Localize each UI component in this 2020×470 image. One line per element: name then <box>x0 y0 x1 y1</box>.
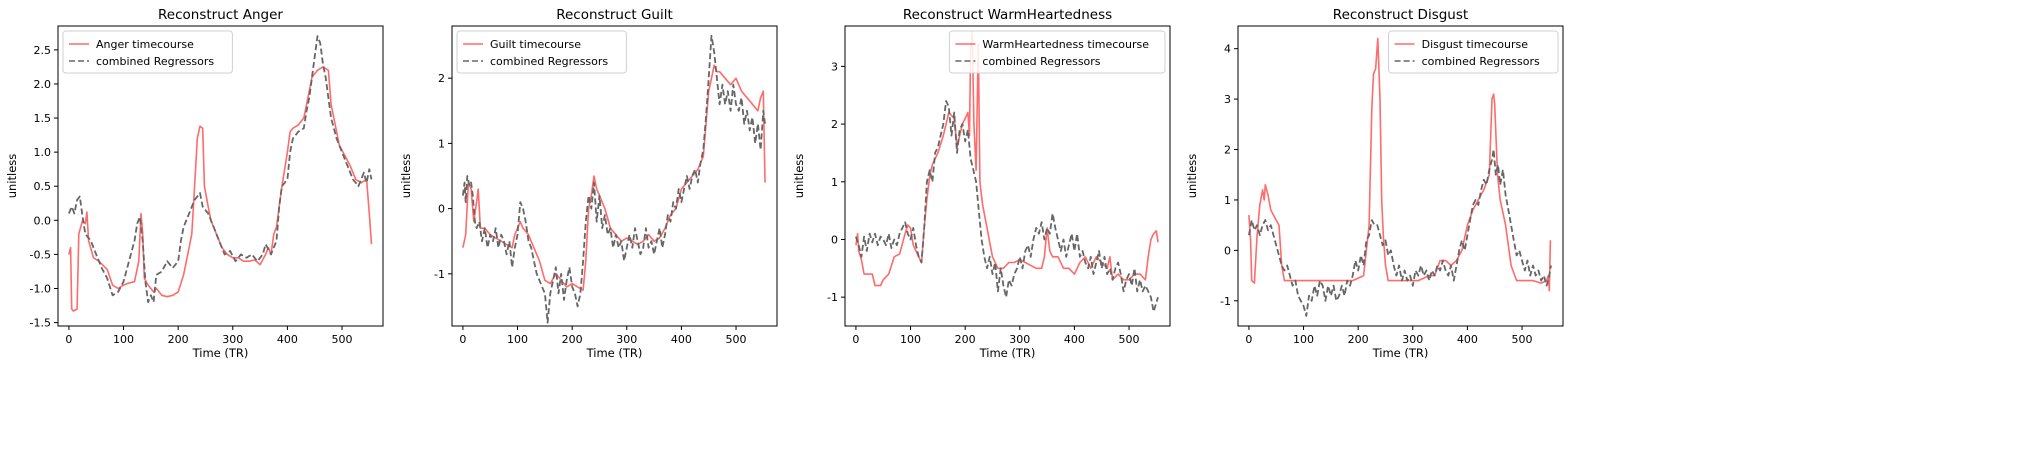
y-axis-label: unitless <box>792 154 806 199</box>
x-tick-label: 200 <box>955 333 976 346</box>
y-tick-label: -1.5 <box>30 317 51 330</box>
legend-box <box>62 30 233 74</box>
x-tick-label: 0 <box>459 333 466 346</box>
legend-label: Disgust timecourse <box>1422 38 1529 51</box>
x-tick-label: 300 <box>1009 333 1030 346</box>
legend: WarmHeartedness timecourse combined Regre… <box>948 30 1166 74</box>
regressors-line <box>855 100 1159 313</box>
regressors-line <box>68 35 373 303</box>
y-axis-label: unitless <box>399 154 413 199</box>
y-tick-label: 4 <box>1224 43 1231 56</box>
x-tick-label: 300 <box>222 333 243 346</box>
x-tick-label: 500 <box>1512 333 1533 346</box>
chart-panel-1: 0 100 200 300 400 500 -1.5 -1.0 -0.5 0.0 0.5 1.0 1.5… <box>5 7 384 360</box>
legend-box <box>948 30 1166 74</box>
x-tick-label: 500 <box>332 333 353 346</box>
x-tick-label: 500 <box>1119 333 1140 346</box>
y-axis-label: unitless <box>5 154 19 199</box>
y-tick-label: 0.0 <box>34 214 52 227</box>
x-tick-label: 400 <box>1064 333 1085 346</box>
chart-panel-3: 0 100 200 300 400 500 -1 0 1 2 3 Reconstruct WarmHe… <box>792 7 1171 360</box>
legend-label: combined Regressors <box>982 55 1100 68</box>
x-axis-label: Time (TR) <box>1372 346 1429 360</box>
y-tick-label: 0 <box>831 233 838 246</box>
x-tick-label: 400 <box>671 333 692 346</box>
y-tick-label: 2 <box>438 72 445 85</box>
x-tick-label: 0 <box>852 333 859 346</box>
x-axis-label: Time (TR) <box>192 346 249 360</box>
x-tick-label: 200 <box>562 333 583 346</box>
chart-title: Reconstruct Disgust <box>1333 7 1468 23</box>
legend-label: combined Regressors <box>490 55 608 68</box>
y-tick-label: 1 <box>438 137 445 150</box>
chart-panel-2: 0 100 200 300 400 500 -1 0 1 2 Reconstruct Guilt Ti… <box>399 7 778 360</box>
x-tick-label: 200 <box>1348 333 1369 346</box>
y-tick-label: -0.5 <box>30 248 51 261</box>
axes-frame <box>844 25 1171 327</box>
legend: Disgust timecourse combined Regressors <box>1388 30 1559 74</box>
y-tick-label: -1 <box>1220 295 1231 308</box>
y-tick-label: 2.0 <box>34 78 52 91</box>
chart-title: Reconstruct Anger <box>158 7 283 23</box>
y-tick-label: 0 <box>438 203 445 216</box>
x-tick-label: 300 <box>1402 333 1423 346</box>
y-axis-label: unitless <box>1185 154 1199 199</box>
x-tick-label: 0 <box>1245 333 1252 346</box>
axes-frame <box>1237 25 1564 327</box>
chart-panel-4: 0 100 200 300 400 500 -1 0 1 2 3 4 Reconstruct Disgu… <box>1185 7 1564 360</box>
legend: Anger timecourse combined Regressors <box>62 30 233 74</box>
axes-frame <box>57 25 384 327</box>
x-tick-label: 300 <box>616 333 637 346</box>
axes-frame <box>451 25 778 327</box>
chart-title: Reconstruct Guilt <box>556 7 673 23</box>
timecourse-line <box>462 64 766 291</box>
legend-label: Guilt timecourse <box>490 38 581 51</box>
y-tick-label: 3 <box>831 60 838 73</box>
legend-label: combined Regressors <box>1422 55 1540 68</box>
x-tick-label: 100 <box>113 333 134 346</box>
y-tick-label: -1 <box>434 268 445 281</box>
timecourse-line <box>1248 37 1552 292</box>
x-tick-label: 400 <box>1457 333 1478 346</box>
x-tick-label: 200 <box>168 333 189 346</box>
y-tick-label: -1.0 <box>30 283 51 296</box>
regressors-line <box>462 34 766 324</box>
x-tick-label: 100 <box>1293 333 1314 346</box>
y-tick-label: 0 <box>1224 244 1231 257</box>
y-tick-label: -1 <box>827 291 838 304</box>
legend-label: combined Regressors <box>96 55 214 68</box>
y-tick-label: 1.5 <box>34 112 52 125</box>
chart-title: Reconstruct WarmHeartedness <box>903 7 1112 23</box>
x-axis-label: Time (TR) <box>979 346 1036 360</box>
x-tick-label: 400 <box>277 333 298 346</box>
x-tick-label: 0 <box>65 333 72 346</box>
x-tick-label: 100 <box>507 333 528 346</box>
x-axis-label: Time (TR) <box>586 346 643 360</box>
x-tick-label: 500 <box>726 333 747 346</box>
legend-label: Anger timecourse <box>96 38 194 51</box>
y-tick-label: 2 <box>831 118 838 131</box>
x-tick-label: 100 <box>900 333 921 346</box>
y-tick-label: 1 <box>831 176 838 189</box>
y-tick-label: 2 <box>1224 144 1231 157</box>
legend-box <box>1388 30 1559 74</box>
legend: Guilt timecourse combined Regressors <box>456 30 627 74</box>
legend-label: WarmHeartedness timecourse <box>982 38 1149 51</box>
y-tick-label: 3 <box>1224 93 1231 106</box>
regressors-line <box>1248 148 1552 317</box>
y-tick-label: 0.5 <box>34 180 52 193</box>
y-tick-label: 2.5 <box>34 44 52 57</box>
y-tick-label: 1.0 <box>34 146 52 159</box>
timecourse-line <box>68 66 373 312</box>
y-tick-label: 1 <box>1224 194 1231 207</box>
legend-box <box>456 30 627 74</box>
